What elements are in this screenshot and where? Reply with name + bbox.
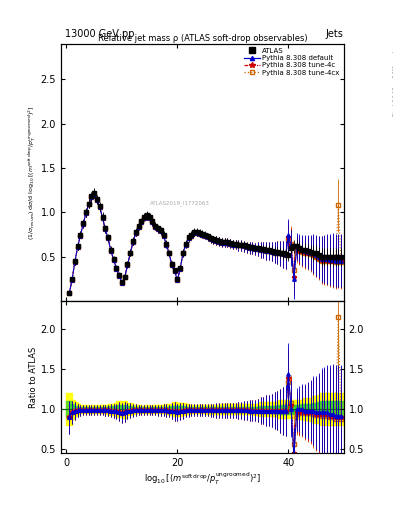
Y-axis label: Ratio to ATLAS: Ratio to ATLAS [29,347,38,408]
Y-axis label: $(1/\sigma_{\rm resum})$ d$\sigma$/d $\log_{10}[(m^{\rm soft\,drop}/p_T^{\rm ung: $(1/\sigma_{\rm resum})$ d$\sigma$/d $\l… [26,105,38,240]
Text: 13000 GeV pp: 13000 GeV pp [65,29,134,39]
Title: Relative jet mass ρ (ATLAS soft-drop observables): Relative jet mass ρ (ATLAS soft-drop obs… [97,34,307,42]
Legend: ATLAS, Pythia 8.308 default, Pythia 8.308 tune-4c, Pythia 8.308 tune-4cx: ATLAS, Pythia 8.308 default, Pythia 8.30… [244,47,340,77]
Text: Rivet 3.1.10, ≥ 3.1M events: Rivet 3.1.10, ≥ 3.1M events [392,48,393,116]
Text: Jets: Jets [325,29,343,39]
Text: ATLAS2019_I1772063: ATLAS2019_I1772063 [150,201,210,206]
X-axis label: $\log_{10}[(m^{\rm soft\,drop}/p_T^{\rm ungroomed})^2]$: $\log_{10}[(m^{\rm soft\,drop}/p_T^{\rm … [144,471,261,487]
